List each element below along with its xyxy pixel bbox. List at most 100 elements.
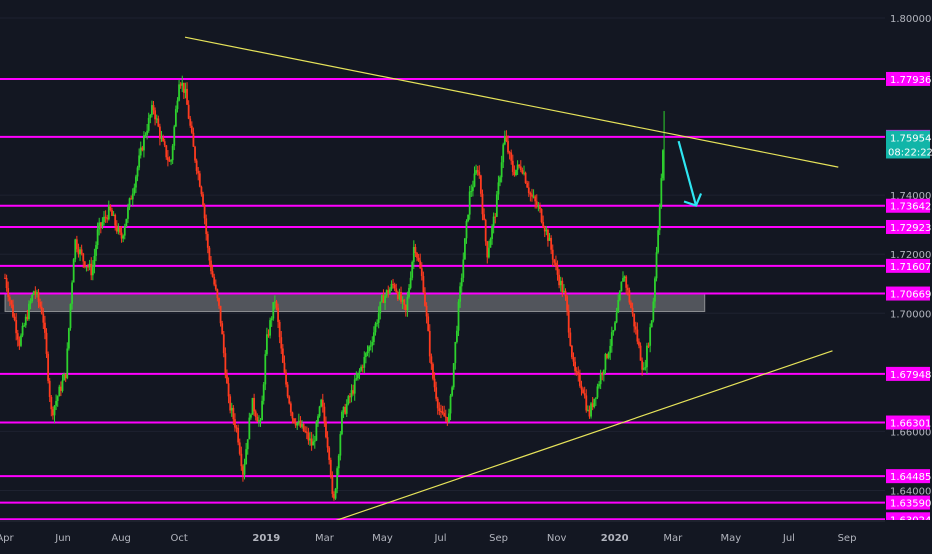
candle-body [516, 164, 519, 170]
candle-body [5, 277, 8, 289]
candle-body [598, 384, 600, 387]
candle-body [369, 345, 372, 347]
candle-body [507, 141, 509, 153]
x-tick-label: Oct [171, 533, 188, 544]
candle-body [379, 301, 382, 314]
candle-body [269, 320, 271, 336]
candle-body [198, 173, 201, 187]
candle-body [409, 277, 412, 288]
candle-body [650, 320, 653, 328]
candle-body [537, 206, 540, 208]
support-zone [4, 293, 706, 313]
candle-body [122, 235, 125, 239]
candle-body [318, 406, 321, 417]
candle-body [371, 342, 374, 346]
candle-body [527, 187, 530, 193]
candle-body [336, 468, 339, 489]
candle-body [353, 379, 356, 394]
candle-body [459, 286, 462, 302]
candle-body [444, 416, 447, 418]
candle-body [646, 345, 648, 368]
candle-body [535, 201, 538, 207]
candle-body [543, 227, 546, 232]
candle-body [21, 325, 24, 336]
candle-body [258, 420, 260, 422]
candle-body [464, 238, 466, 260]
x-tick-label: Mar [315, 533, 335, 544]
x-tick-label: May [721, 533, 742, 544]
candle-body [519, 166, 522, 171]
candle-body [72, 259, 75, 283]
candle-body [174, 109, 177, 127]
candle-body [82, 253, 85, 262]
candle-body [123, 226, 126, 236]
candle-body [364, 353, 367, 357]
candle-body [302, 423, 305, 432]
candle-body [483, 214, 485, 220]
candle-body [529, 192, 532, 195]
candle-body [130, 198, 133, 200]
candle-body [470, 191, 473, 193]
candle-body [281, 348, 284, 363]
candle-body [436, 398, 439, 409]
candle-body [64, 373, 67, 379]
candle-body [456, 330, 458, 342]
candle-body [585, 395, 588, 411]
candle-body [384, 295, 386, 303]
candle-body [242, 466, 244, 475]
candle-body [101, 221, 104, 227]
candle-body [652, 301, 655, 321]
candle-body [151, 105, 153, 115]
candle-body [622, 278, 624, 282]
candle-body [534, 196, 537, 202]
candle-body [109, 205, 112, 211]
candle-body [160, 137, 163, 139]
x-tick-label: Jul [782, 533, 795, 544]
candle-body [234, 419, 236, 428]
candle-body [179, 84, 182, 86]
candle-body [235, 427, 238, 429]
candle-body [75, 239, 78, 250]
candle-body [88, 263, 91, 268]
candle-body [104, 216, 107, 218]
candle-body [433, 378, 436, 388]
candle-body [412, 246, 415, 262]
candle-body [508, 152, 511, 154]
candle-body [555, 262, 557, 266]
candle-body [634, 326, 637, 330]
candle-body [211, 271, 214, 277]
candle-body [299, 420, 302, 427]
time-axis-background [0, 520, 932, 550]
candle-body [296, 422, 299, 426]
candle-body [610, 332, 613, 346]
candle-body [625, 276, 628, 288]
candle-body [495, 194, 498, 217]
candle-body [44, 322, 46, 333]
candle-body [377, 313, 380, 323]
candle-body [467, 214, 469, 222]
candle-body [368, 346, 370, 352]
candle-body [55, 400, 58, 406]
candle-body [8, 297, 11, 301]
candle-body [492, 216, 495, 227]
candle-body [304, 431, 307, 433]
candle-body [222, 334, 225, 354]
candle-body [550, 237, 553, 250]
candle-body [39, 301, 42, 307]
candle-body [139, 147, 142, 156]
candle-body [262, 384, 265, 401]
candle-body [523, 172, 525, 174]
candle-body [575, 371, 578, 373]
candle-body [475, 170, 477, 174]
candle-body [265, 334, 268, 355]
candle-body [18, 339, 21, 346]
candle-body [59, 386, 62, 391]
level-label-bg [886, 415, 930, 430]
candle-body [176, 100, 179, 110]
candle-body [398, 291, 401, 299]
level-label: 1.71607 [890, 262, 931, 273]
candle-body [312, 441, 315, 446]
candle-body [352, 390, 355, 394]
candle-body [341, 411, 343, 435]
candle-body [219, 305, 222, 324]
